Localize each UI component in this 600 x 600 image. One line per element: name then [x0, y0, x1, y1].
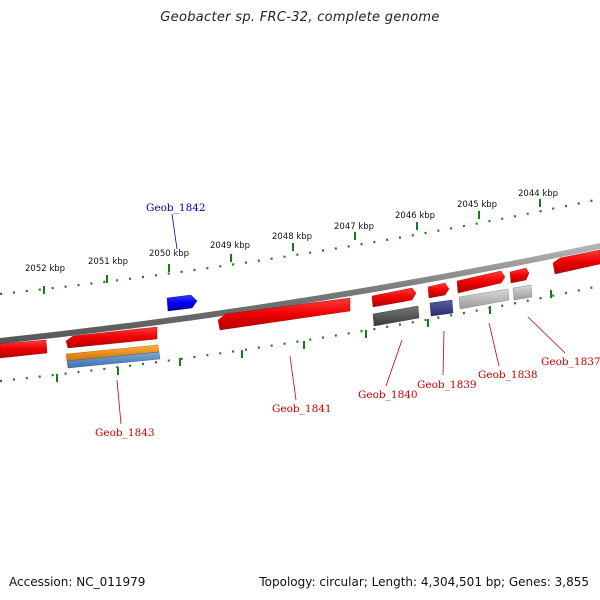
kbp-label: 2046 kbp — [395, 211, 435, 221]
gene-arrow-geob-1838[interactable] — [456, 270, 506, 294]
genome-backbone — [0, 243, 600, 344]
gene-arrow-right-edge[interactable] — [552, 249, 600, 275]
kbp-label: 2045 kbp — [457, 200, 497, 210]
outer-scale — [0, 197, 600, 296]
gene-label-geob-1843[interactable]: Geob_1843 — [95, 427, 155, 439]
accession-text: Accession: NC_011979 — [9, 575, 146, 589]
gene-arrow-geob-1841[interactable] — [217, 297, 351, 331]
kbp-label: 2044 kbp — [518, 189, 558, 199]
gene-arrow-geob-1840[interactable] — [371, 287, 417, 308]
kbp-label: 2052 kbp — [25, 264, 65, 274]
kbp-label: 2051 kbp — [88, 257, 128, 267]
gene-arrow-geob-1837[interactable] — [509, 267, 530, 284]
kbp-label: 2049 kbp — [210, 241, 250, 251]
gene-label-geob-1838[interactable]: Geob_1838 — [478, 369, 538, 381]
gene-label-geob-1841[interactable]: Geob_1841 — [272, 403, 332, 415]
genome-stats-text: Topology: circular; Length: 4,304,501 bp… — [259, 575, 589, 589]
page-title: Geobacter sp. FRC-32, complete genome — [160, 10, 440, 25]
kbp-label: 2048 kbp — [272, 232, 312, 242]
gene-label-geob-1842[interactable]: Geob_1842 — [146, 202, 206, 214]
gene-arrow-geob-1843[interactable] — [65, 326, 158, 349]
gene-label-geob-1840[interactable]: Geob_1840 — [358, 389, 418, 401]
kbp-label: 2047 kbp — [334, 222, 374, 232]
inner-scale — [0, 284, 600, 383]
feature-bar-steelblue[interactable] — [66, 351, 161, 369]
gene-label-geob-1839[interactable]: Geob_1839 — [417, 379, 477, 391]
gene-label-geob-1837[interactable]: Geob_1837 — [541, 356, 600, 368]
feature-bar-darkgray[interactable] — [372, 305, 420, 327]
feature-bar-lightgray-small[interactable] — [512, 284, 533, 301]
kbp-label: 2050 kbp — [149, 249, 189, 259]
gene-arrow-geob-1839[interactable] — [427, 282, 450, 299]
feature-bar-lightgray[interactable] — [458, 288, 510, 310]
gene-arrow-left-edge[interactable] — [0, 339, 48, 359]
gene-arrow-geob-1842[interactable] — [166, 294, 198, 312]
feature-bar-navy[interactable] — [429, 299, 454, 317]
